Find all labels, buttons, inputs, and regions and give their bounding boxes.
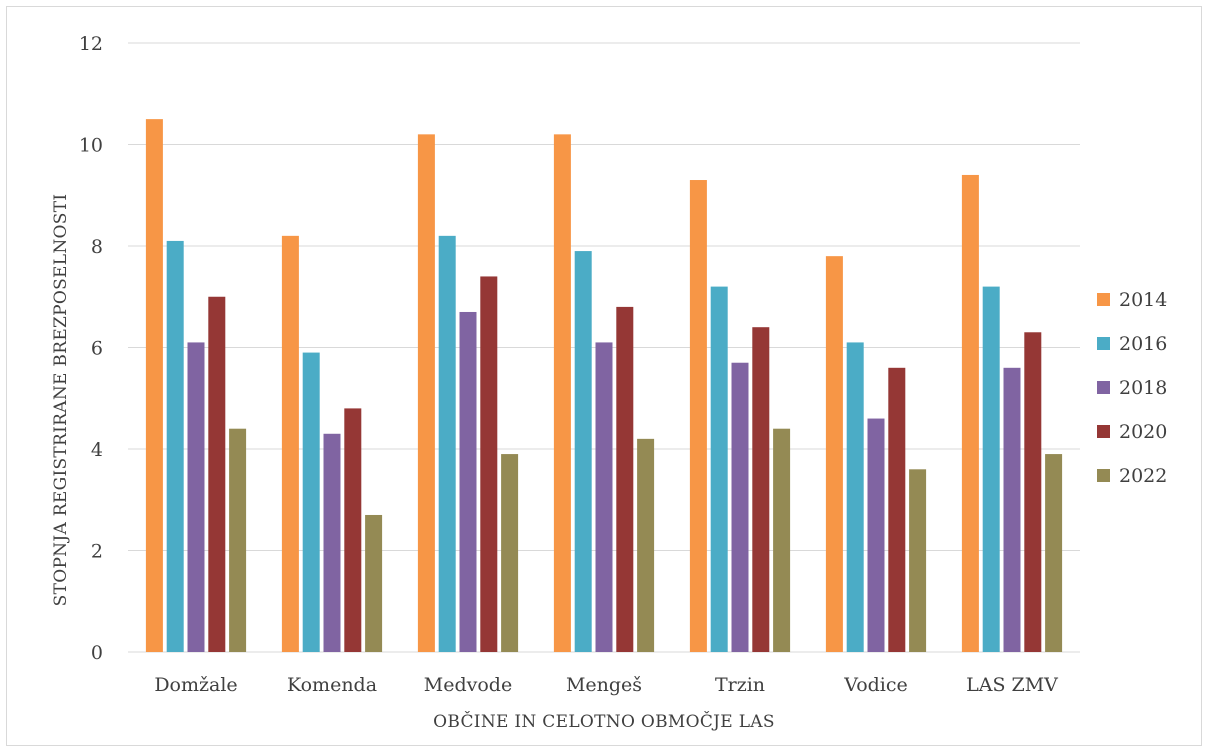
- bar-2016-2: [438, 235, 456, 652]
- bar-2014-1: [281, 235, 299, 652]
- bar-2018-4: [731, 362, 749, 652]
- bar-2022-2: [501, 454, 519, 652]
- bar-2018-2: [459, 311, 477, 652]
- bar-2016-1: [302, 352, 320, 652]
- bar-2022-4: [773, 428, 791, 652]
- x-tick-label: Mengeš: [566, 674, 642, 696]
- bar-2016-0: [166, 240, 184, 653]
- bar-2020-4: [752, 327, 770, 652]
- legend-swatch-2022: [1097, 469, 1110, 482]
- bar-2014-6: [961, 174, 979, 652]
- y-tick-label: 0: [91, 642, 103, 664]
- bar-2020-2: [480, 276, 498, 652]
- y-tick-label: 2: [91, 541, 103, 563]
- bar-2016-6: [982, 286, 1000, 652]
- bars: [145, 119, 1063, 653]
- legend: 2014 2016 2018 2020 2022: [1097, 289, 1167, 487]
- y-axis-ticks: 0 2 4 6 8 10 12: [79, 33, 103, 664]
- bar-2016-5: [846, 342, 864, 652]
- legend-swatch-2018: [1097, 381, 1110, 394]
- bar-2022-6: [1045, 454, 1063, 652]
- bar-2014-4: [689, 180, 707, 652]
- y-tick-label: 8: [91, 236, 103, 258]
- bar-2018-5: [867, 418, 885, 652]
- x-tick-label: Domžale: [154, 674, 237, 696]
- x-tick-label: Medvode: [424, 674, 512, 696]
- y-tick-label: 12: [79, 33, 103, 55]
- y-tick-label: 10: [79, 135, 103, 157]
- bar-2020-6: [1024, 332, 1042, 652]
- x-tick-label: Komenda: [287, 674, 377, 696]
- x-tick-label: Trzin: [715, 674, 765, 696]
- y-tick-label: 6: [91, 338, 103, 360]
- bar-2018-6: [1003, 367, 1021, 652]
- legend-swatch-2016: [1097, 337, 1110, 350]
- bar-2020-3: [616, 306, 634, 652]
- bar-2020-5: [888, 367, 906, 652]
- x-tick-label: Vodice: [843, 674, 908, 696]
- bar-2018-3: [595, 342, 613, 652]
- legend-label: 2022: [1119, 465, 1167, 487]
- bar-2022-0: [229, 428, 247, 652]
- legend-label: 2020: [1119, 421, 1167, 443]
- bar-2022-1: [365, 514, 383, 652]
- x-axis-ticks: Domžale Komenda Medvode Mengeš Trzin Vodice LA…: [154, 674, 1058, 696]
- bar-2020-1: [344, 408, 362, 652]
- legend-label: 2016: [1119, 333, 1167, 355]
- bar-2014-0: [145, 119, 163, 652]
- bar-2016-4: [710, 286, 728, 652]
- legend-label: 2018: [1119, 377, 1167, 399]
- bar-2014-5: [825, 256, 843, 652]
- legend-label: 2014: [1119, 289, 1167, 311]
- bar-2016-3: [574, 251, 592, 652]
- bar-2020-0: [208, 296, 226, 652]
- bar-2022-3: [637, 438, 655, 652]
- y-tick-label: 4: [91, 439, 103, 461]
- bar-2014-3: [553, 134, 571, 653]
- x-axis-label: OBČINE IN CELOTNO OBMOČJE LAS: [433, 711, 775, 732]
- bar-2018-1: [323, 433, 341, 652]
- bar-2018-0: [187, 342, 205, 652]
- x-tick-label: LAS ZMV: [966, 674, 1058, 696]
- y-axis-label: STOPNJA REGISTRIRANE BREZPOSELNOSTI: [51, 194, 71, 607]
- bar-2022-5: [909, 469, 927, 652]
- bar-2014-2: [417, 134, 435, 653]
- legend-swatch-2014: [1097, 293, 1110, 306]
- legend-swatch-2020: [1097, 425, 1110, 438]
